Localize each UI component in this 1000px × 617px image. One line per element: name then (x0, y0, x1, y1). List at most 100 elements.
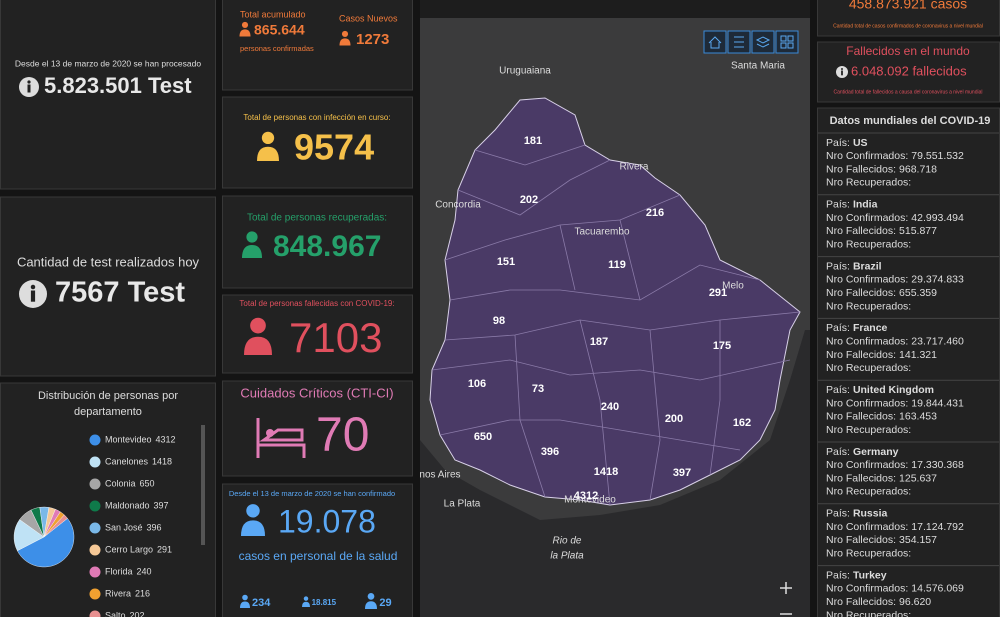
stat: 234 (252, 597, 271, 609)
place-label: Santa Maria (731, 61, 785, 72)
panel (817, 0, 1000, 37)
scrollbar[interactable] (201, 425, 205, 545)
field-value: 96.620 (899, 596, 931, 608)
person-icon (367, 593, 375, 600)
place-label: Tacuarembo (574, 227, 629, 238)
panel-title: departamento (74, 406, 142, 418)
department-borders (431, 144, 801, 506)
value: 19.078 (278, 503, 376, 539)
legend-swatch (89, 522, 101, 534)
panel (222, 96, 413, 189)
field-label: País: (826, 322, 850, 334)
legend-value: 4312 (156, 434, 176, 444)
stat: 29 (379, 597, 391, 609)
person-icon (365, 601, 377, 609)
value: 848.967 (273, 230, 381, 263)
department-label: 202 (520, 194, 538, 206)
value: 865.644 (254, 22, 305, 38)
caption: Cantidad de test realizados hoy (17, 254, 200, 269)
place-label: Concordia (435, 200, 481, 211)
legend-value: 202 (130, 610, 145, 617)
stat: 18.815 (312, 598, 337, 607)
field-label: Nro Recuperados: (826, 609, 911, 617)
field-value: France (853, 322, 888, 334)
person-icon (241, 520, 265, 536)
person-icon (242, 245, 262, 258)
basemap-button[interactable] (775, 30, 799, 54)
map-header (420, 0, 810, 18)
person-icon (239, 29, 251, 37)
label: Total acumulado (240, 9, 306, 19)
place-label: La Plata (444, 499, 481, 510)
field-value: 79.551.532 (911, 150, 964, 162)
person-icon (250, 317, 266, 334)
legend-value: 291 (157, 544, 172, 554)
value: 9574 (294, 127, 374, 168)
department-label: 216 (646, 207, 664, 219)
caption: Cantidad total de casos confirmados de c… (833, 23, 983, 29)
panel (0, 382, 216, 617)
layers-button[interactable] (751, 30, 775, 54)
zoom-controls[interactable] (780, 582, 792, 615)
caption: Desde el 13 de marzo de 2020 se han proc… (15, 58, 201, 68)
field-value: 42.993.494 (911, 212, 964, 224)
field-value: 141.321 (899, 349, 937, 361)
value: 70 (316, 409, 369, 462)
field-value: 29.374.833 (911, 274, 964, 286)
department-label: 106 (468, 378, 486, 390)
department-label: 187 (590, 336, 608, 348)
department-label: 119 (608, 259, 626, 271)
caption: Desde el 13 de marzo de 2020 se han conf… (229, 489, 395, 498)
department-label: 650 (474, 431, 492, 443)
place-label: Rio de (553, 536, 582, 547)
info-icon (841, 68, 843, 70)
place-label: Uruguaiana (499, 66, 551, 77)
legend-label: Rivera (105, 588, 131, 598)
field-value: 125.637 (899, 472, 937, 484)
department-label: 151 (497, 256, 515, 268)
value: 7567 Test (55, 277, 185, 309)
department-label: 73 (532, 383, 544, 395)
home-button[interactable] (703, 30, 727, 54)
panel (0, 0, 216, 190)
legend-label: Montevideo (105, 434, 152, 444)
legend-label: Colonia (105, 478, 136, 488)
person-icon (240, 601, 250, 608)
place-label: Rivera (620, 162, 649, 173)
department-label: 200 (665, 413, 683, 425)
field-label: País: (826, 199, 850, 211)
field-label: Nro Recuperados: (826, 238, 911, 250)
field-label: Nro Fallecidos: (826, 596, 896, 608)
field-label: Nro Recuperados: (826, 424, 911, 436)
panel-title: Distribución de personas por (38, 390, 178, 402)
legend-value: 650 (140, 478, 155, 488)
label: Total de personas recuperadas: (247, 213, 387, 224)
field-label: Nro Confirmados: (826, 212, 908, 224)
grid-icon (780, 35, 794, 49)
person-icon (244, 336, 272, 355)
field-value: United Kingdom (853, 384, 934, 396)
field-value: 163.453 (899, 411, 937, 423)
field-value: 968.718 (899, 163, 937, 175)
legend-swatch (89, 544, 101, 556)
legend-label: Canelones (105, 456, 149, 466)
department-label: 181 (524, 135, 542, 147)
home-icon (708, 36, 722, 49)
panel-title: Datos mundiales del COVID-19 (830, 115, 991, 127)
field-value: India (853, 199, 878, 211)
field-label: Nro Confirmados: (826, 459, 908, 471)
label: Total de personas fallecidas con COVID-1… (239, 299, 394, 308)
field-label: Nro Confirmados: (826, 583, 908, 595)
person-icon (261, 131, 275, 145)
field-label: Nro Fallecidos: (826, 163, 896, 175)
field-label: País: (826, 508, 850, 520)
person-icon (242, 594, 248, 601)
label: Casos Nuevos (339, 13, 398, 23)
field-label: País: (826, 260, 850, 272)
list-icon (734, 36, 744, 48)
panel (222, 380, 413, 477)
legend-label: Salto (105, 610, 126, 617)
field-value: Turkey (853, 569, 887, 581)
value: 1273 (356, 31, 389, 48)
